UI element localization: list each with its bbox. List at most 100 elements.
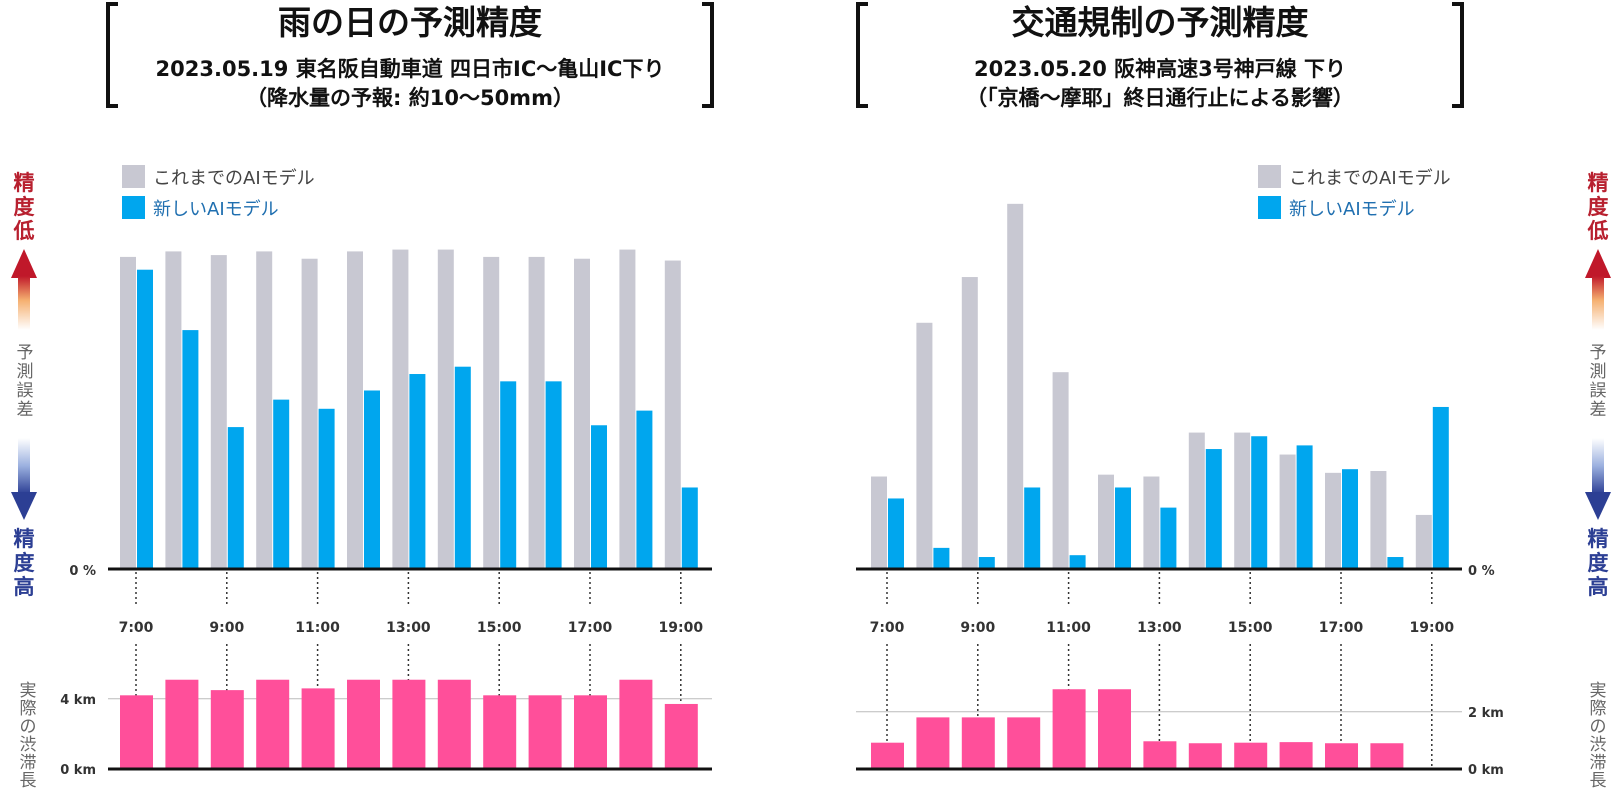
bar-new-model — [227, 427, 244, 568]
jam-bar — [1279, 742, 1313, 768]
jam-tick-label: 2 km — [1468, 706, 1504, 721]
bar-old-model — [1279, 454, 1296, 568]
bar-new-model — [1251, 436, 1268, 568]
bar-new-model — [1160, 507, 1177, 568]
bracket-right — [1452, 2, 1464, 108]
x-tick-label: 9:00 — [209, 620, 244, 636]
bar-new-model — [318, 408, 335, 568]
down-arrow-icon — [11, 438, 37, 520]
high-accuracy-label: 精 度 高 — [1588, 527, 1609, 599]
bar-old-model — [1188, 432, 1205, 568]
jam-bar — [961, 717, 995, 768]
jam-tick-label: 4 km — [60, 693, 96, 708]
jam-bar — [528, 695, 562, 768]
x-tick-label: 7:00 — [119, 620, 154, 636]
high-accuracy-char: 高 — [14, 575, 35, 599]
legend-swatch-old — [1258, 165, 1281, 188]
bar-old-model — [256, 251, 273, 568]
bar-new-model — [933, 547, 950, 568]
x-tick-label: 15:00 — [1228, 620, 1273, 636]
legend-label-old: これまでのAIモデル — [1289, 168, 1451, 189]
jam-tick-label: 0 km — [1468, 763, 1504, 778]
jam-length-label: 実 際 の 渋 滞 長 — [20, 681, 37, 791]
jam-length-label: 実 際 の 渋 滞 長 — [1590, 681, 1607, 791]
bar-new-model — [273, 399, 290, 568]
legend-label-new: 新しいAIモデル — [1289, 199, 1415, 220]
jam-bar — [1234, 742, 1268, 768]
error-label: 予 測 誤 差 — [17, 343, 34, 420]
chart-subtitle: 2023.05.20 阪神高速3号神戸線 下り — [974, 57, 1346, 81]
jam-bar — [1098, 689, 1131, 768]
error-bars — [871, 203, 1449, 568]
bar-old-model — [301, 258, 318, 568]
jam-bar — [437, 679, 471, 768]
low-accuracy-char: 精 — [14, 171, 35, 195]
chart-subtitle: （「京橋～摩耶」終日通行止による影響） — [966, 86, 1354, 110]
legend-swatch-new — [1258, 196, 1281, 219]
bar-old-model — [619, 249, 636, 568]
bar-old-model — [1052, 372, 1069, 568]
x-tick-label: 17:00 — [1319, 620, 1364, 636]
bar-old-model — [528, 256, 545, 568]
bar-new-model — [500, 381, 517, 568]
high-accuracy-char: 度 — [14, 551, 35, 575]
bar-new-model — [182, 330, 199, 568]
chart-panels: 雨の日の予測精度 2023.05.19 東名阪自動車道 四日市IC～亀山IC下り （… — [60, 2, 1504, 778]
jam-bar — [301, 688, 335, 768]
legend-label-old: これまでのAIモデル — [153, 168, 315, 189]
chart-subtitle: 2023.05.19 東名阪自動車道 四日市IC～亀山IC下り — [156, 57, 665, 81]
jam-length-char: 際 — [20, 699, 37, 719]
high-accuracy-label: 精 度 高 — [14, 527, 35, 599]
jam-bar — [574, 695, 607, 768]
chart-title: 雨の日の予測精度 — [278, 3, 542, 42]
bar-new-model — [1115, 487, 1131, 568]
bar-new-model — [1024, 487, 1041, 568]
bar-old-model — [1370, 471, 1387, 568]
bar-new-model — [1387, 557, 1404, 568]
low-accuracy-char: 度 — [14, 195, 35, 219]
bar-new-model — [1432, 406, 1449, 568]
bar-old-model — [120, 256, 136, 568]
bar-old-model — [664, 260, 681, 568]
bar-old-model — [871, 476, 887, 568]
x-tick-label: 19:00 — [659, 620, 704, 636]
legend-label-new: 新しいAIモデル — [153, 199, 279, 220]
bar-old-model — [210, 255, 227, 568]
chart-title: 交通規制の予測精度 — [1012, 3, 1309, 42]
high-accuracy-char: 精 — [1588, 527, 1609, 551]
legend-swatch-new — [122, 196, 145, 219]
low-accuracy-char: 精 — [1588, 171, 1609, 195]
jam-length-char: の — [20, 717, 37, 737]
chart-panel: 交通規制の予測精度 2023.05.20 阪神高速3号神戸線 下り （「京橋～摩耶」… — [856, 2, 1504, 778]
bar-old-model — [1098, 474, 1114, 568]
error-char: 予 — [1590, 343, 1607, 363]
jam-bar — [120, 695, 153, 768]
bar-new-model — [978, 557, 995, 568]
error-char: 誤 — [17, 381, 34, 401]
jam-bar — [664, 703, 698, 768]
jam-bar — [1370, 743, 1404, 768]
bar-old-model — [392, 249, 409, 568]
bar-old-model — [961, 277, 978, 568]
jam-bar — [916, 717, 950, 768]
title-bracket — [106, 2, 714, 108]
x-tick-label: 11:00 — [295, 620, 340, 636]
chart-panel: 雨の日の予測精度 2023.05.19 東名阪自動車道 四日市IC～亀山IC下り （… — [60, 2, 714, 778]
x-tick-label: 7:00 — [870, 620, 905, 636]
bar-old-model — [916, 322, 933, 568]
low-accuracy-char: 低 — [1587, 219, 1609, 243]
error-bars — [120, 249, 698, 568]
jam-length-char: 実 — [1590, 681, 1607, 701]
x-tick-label: 13:00 — [1137, 620, 1182, 636]
bracket-left — [856, 2, 868, 108]
jam-bar — [1143, 741, 1177, 768]
x-tick-label: 9:00 — [960, 620, 995, 636]
low-accuracy-label: 精 度 低 — [1587, 171, 1609, 243]
chart-subtitle: （降水量の予報: 約10～50mm） — [246, 86, 574, 110]
bar-old-model — [1415, 514, 1432, 568]
low-accuracy-char: 度 — [1588, 195, 1609, 219]
jam-bar — [1325, 743, 1358, 768]
